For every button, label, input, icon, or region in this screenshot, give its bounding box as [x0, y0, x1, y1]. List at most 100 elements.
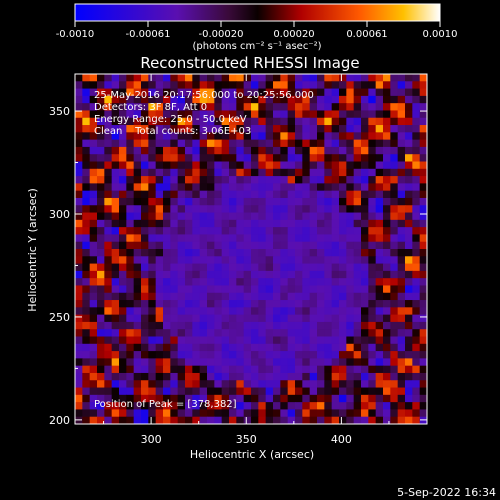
heatmap-cell [89, 336, 98, 345]
heatmap-cell [375, 314, 384, 323]
heatmap-cell [368, 358, 377, 367]
heatmap-cell [368, 380, 377, 389]
heatmap-cell [214, 314, 223, 323]
heatmap-cell [119, 409, 127, 418]
heatmap-cell [89, 219, 98, 228]
heatmap-cell [273, 249, 281, 257]
heatmap-cell [295, 154, 303, 162]
heatmap-cell [383, 249, 391, 257]
heatmap-cell [141, 307, 149, 316]
heatmap-cell [383, 351, 391, 359]
heatmap-cell [397, 263, 406, 272]
heatmap-cell [383, 227, 391, 235]
heatmap-cell [177, 321, 186, 330]
heatmap-cell [368, 88, 377, 97]
heatmap-cell [302, 358, 311, 367]
heatmap-cell [273, 351, 281, 359]
heatmap-cell [229, 81, 237, 90]
heatmap-cell [89, 241, 98, 250]
heatmap-cell [104, 74, 113, 82]
heatmap-cell [141, 234, 149, 243]
heatmap-cell [119, 416, 127, 424]
heatmap-cell [148, 74, 157, 82]
heatmap-cell [324, 292, 333, 301]
heatmap-cell [111, 358, 120, 367]
heatmap-cell [258, 270, 267, 279]
heatmap-cell [361, 380, 369, 389]
heatmap-cell [229, 110, 237, 119]
heatmap-cell [229, 205, 237, 214]
heatmap-cell [221, 234, 230, 243]
heatmap-cell [75, 394, 83, 403]
heatmap-cell [126, 278, 135, 286]
heatmap-cell [258, 103, 267, 111]
heatmap-cell [236, 387, 245, 396]
heatmap-cell [265, 321, 274, 330]
heatmap-cell [119, 256, 127, 265]
heatmap-cell [419, 307, 427, 316]
heatmap-cell [236, 249, 245, 257]
heatmap-cell [104, 314, 113, 323]
heatmap-cell [339, 343, 347, 352]
heatmap-cell [258, 358, 267, 367]
heatmap-cell [243, 314, 252, 323]
heatmap-cell [419, 343, 427, 352]
heatmap-cell [75, 95, 83, 104]
heatmap-cell [375, 285, 384, 294]
heatmap-cell [324, 300, 333, 308]
heatmap-cell [75, 205, 83, 214]
heatmap-cell [287, 402, 296, 410]
heatmap-cell [177, 394, 186, 403]
heatmap-cell [405, 329, 413, 337]
heatmap-cell [309, 161, 318, 170]
heatmap-cell [82, 387, 91, 396]
heatmap-cell [361, 387, 369, 396]
heatmap-cell [324, 380, 333, 389]
heatmap-cell [258, 241, 267, 250]
heatmap-cell [207, 103, 215, 111]
heatmap-cell [236, 351, 245, 359]
heatmap-cell [163, 190, 171, 199]
heatmap-cell [97, 125, 105, 133]
heatmap-cell [346, 227, 355, 235]
heatmap-cell [419, 372, 427, 381]
heatmap-cell [75, 387, 83, 396]
heatmap-cell [163, 74, 171, 82]
heatmap-cell [375, 394, 384, 403]
heatmap-cell [243, 321, 252, 330]
heatmap-cell [375, 110, 384, 119]
heatmap-cell [126, 132, 135, 141]
heatmap-cell [331, 161, 340, 170]
heatmap-cell [229, 307, 237, 316]
heatmap-cell [302, 190, 311, 199]
heatmap-cell [214, 409, 223, 418]
heatmap-cell [199, 300, 208, 308]
heatmap-cell [302, 307, 311, 316]
heatmap-cell [273, 314, 281, 323]
heatmap-cell [339, 81, 347, 90]
heatmap-cell [353, 74, 362, 82]
heatmap-cell [243, 278, 252, 286]
heatmap-cell [375, 292, 384, 301]
heatmap-cell [126, 227, 135, 235]
heatmap-cell [368, 292, 377, 301]
colorbar-tick-label: -0.00020 [199, 29, 244, 40]
heatmap-cell [185, 132, 193, 141]
heatmap-cell [126, 74, 135, 82]
heatmap-cell [126, 103, 135, 111]
heatmap-cell [133, 241, 142, 250]
heatmap-cell [353, 146, 362, 155]
heatmap-cell [346, 387, 355, 396]
heatmap-cell [243, 285, 252, 294]
heatmap-cell [133, 205, 142, 214]
heatmap-cell [89, 321, 98, 330]
heatmap-cell [214, 132, 223, 141]
heatmap-cell [214, 234, 223, 243]
heatmap-cell [295, 416, 303, 424]
heatmap-cell [221, 197, 230, 206]
heatmap-cell [331, 125, 340, 133]
heatmap-cell [133, 278, 142, 286]
heatmap-cell [97, 402, 105, 410]
heatmap-cell [221, 358, 230, 367]
heatmap-cell [361, 336, 369, 345]
